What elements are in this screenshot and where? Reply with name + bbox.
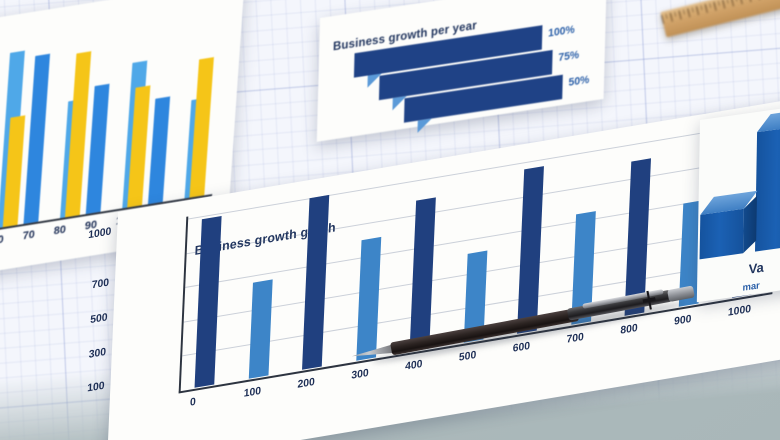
- bar-growth-graph: [302, 194, 330, 370]
- bar-growth-graph: [194, 216, 222, 388]
- bar-growth-graph: [517, 165, 545, 334]
- bar-growth-graph: [463, 250, 488, 343]
- x-tick-label-growth-graph: 300: [351, 366, 369, 382]
- bar-growth-graph: [571, 211, 596, 325]
- x-tick-label-analysis: 70: [22, 228, 36, 243]
- bar-growth-graph: [248, 279, 273, 379]
- x-tick-label-growth-graph: 700: [566, 330, 585, 346]
- bar-3d-tall-face: [754, 125, 780, 252]
- x-tick-label-growth-graph: 200: [297, 375, 316, 391]
- bar-analysis: [147, 96, 171, 205]
- bar-3d-short-face: [699, 208, 744, 260]
- bar-growth-graph: [409, 197, 437, 352]
- x-tick-label-growth-graph: 400: [404, 357, 423, 373]
- chart-title-volume-3d: Va: [748, 259, 764, 277]
- bar-3d-short: [699, 190, 758, 260]
- bar-growth-graph: [355, 237, 381, 361]
- bar-growth-graph: [624, 158, 652, 316]
- funnel-value-label: 75%: [558, 49, 580, 65]
- funnel-notch: [417, 118, 432, 133]
- funnel-value-label: 50%: [568, 73, 590, 90]
- bar-analysis: [23, 53, 51, 224]
- funnel-value-label: 100%: [547, 23, 575, 40]
- x-tick-label-growth-graph: 1000: [727, 302, 752, 319]
- chart-card-volume-3d[interactable]: Va mar: [696, 99, 780, 303]
- x-tick-label-growth-graph: 100: [243, 384, 262, 400]
- x-tick-label-growth-graph: 0: [189, 395, 196, 409]
- x-tick-label-analysis: 80: [53, 223, 67, 238]
- bar-3d-tall-top: [757, 107, 780, 133]
- x-tick-label-growth-graph: 900: [673, 312, 692, 328]
- x-tick-label-growth-graph: 800: [620, 321, 638, 337]
- x-tick-label-growth-graph: 600: [512, 339, 531, 355]
- bar-analysis: [85, 84, 110, 215]
- x-tick-label-growth-graph: 500: [458, 348, 477, 364]
- chart-subtitle-volume-3d: mar: [742, 280, 760, 294]
- bar-3d-tall: [754, 107, 780, 252]
- x-tick-label-analysis: 60: [0, 233, 5, 248]
